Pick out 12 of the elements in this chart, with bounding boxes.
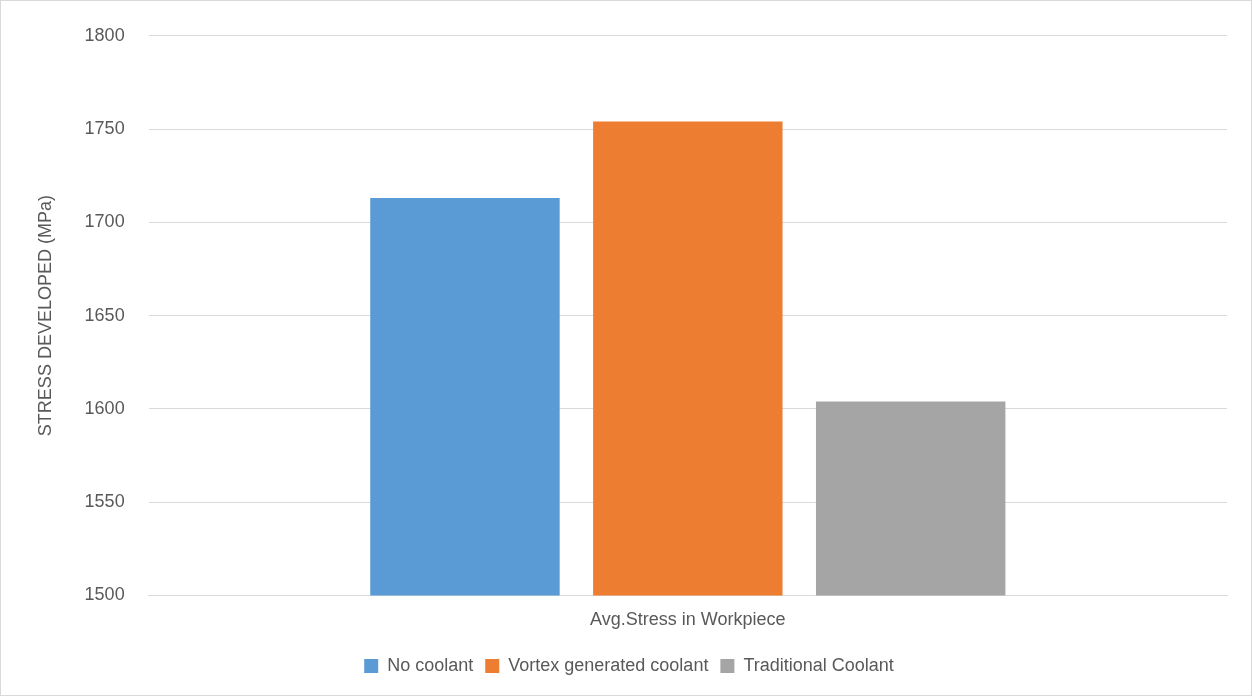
- legend-label: Traditional Coolant: [743, 654, 894, 675]
- y-tick-label: 1500: [84, 584, 125, 605]
- y-tick-label: 1600: [84, 397, 125, 418]
- legend-label: Vortex generated coolant: [508, 654, 709, 675]
- y-tick-label: 1550: [84, 491, 125, 512]
- legend-label: No coolant: [387, 654, 474, 675]
- y-tick-label: 1700: [84, 211, 125, 232]
- y-tick-label: 1650: [84, 304, 125, 325]
- y-tick-label: 1800: [84, 24, 125, 45]
- y-axis-title: STRESS DEVELOPED (MPa): [34, 195, 55, 437]
- x-tick-label: Avg.Stress in Workpiece: [590, 609, 786, 630]
- y-tick-label: 1750: [84, 118, 125, 139]
